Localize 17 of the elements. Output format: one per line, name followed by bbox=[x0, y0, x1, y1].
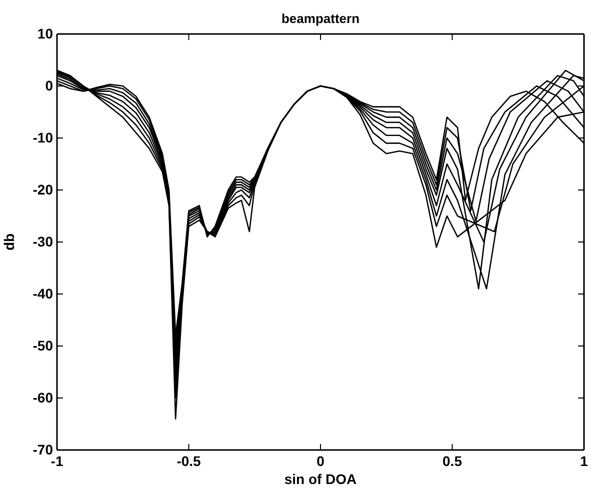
x-tick-label: -1 bbox=[50, 452, 64, 469]
x-tick-label: 1 bbox=[580, 452, 588, 469]
y-tick-label: -20 bbox=[32, 181, 54, 198]
chart-title: beampattern bbox=[281, 11, 360, 26]
y-tick-label: 10 bbox=[37, 25, 54, 42]
y-tick-label: -60 bbox=[32, 389, 54, 406]
y-axis-title: db bbox=[1, 233, 17, 251]
y-tick-label: -30 bbox=[32, 233, 54, 250]
y-tick-label: -70 bbox=[32, 441, 54, 458]
y-tick-label: -10 bbox=[32, 129, 54, 146]
x-tick-label: 0 bbox=[316, 452, 325, 469]
y-tick-label: -40 bbox=[32, 285, 54, 302]
x-axis-title: sin of DOA bbox=[284, 471, 357, 487]
x-tick-label: 0.5 bbox=[442, 452, 462, 469]
y-tick-label: 0 bbox=[45, 77, 54, 94]
y-tick-label: -50 bbox=[32, 337, 54, 354]
x-tick-label: -0.5 bbox=[176, 452, 202, 469]
